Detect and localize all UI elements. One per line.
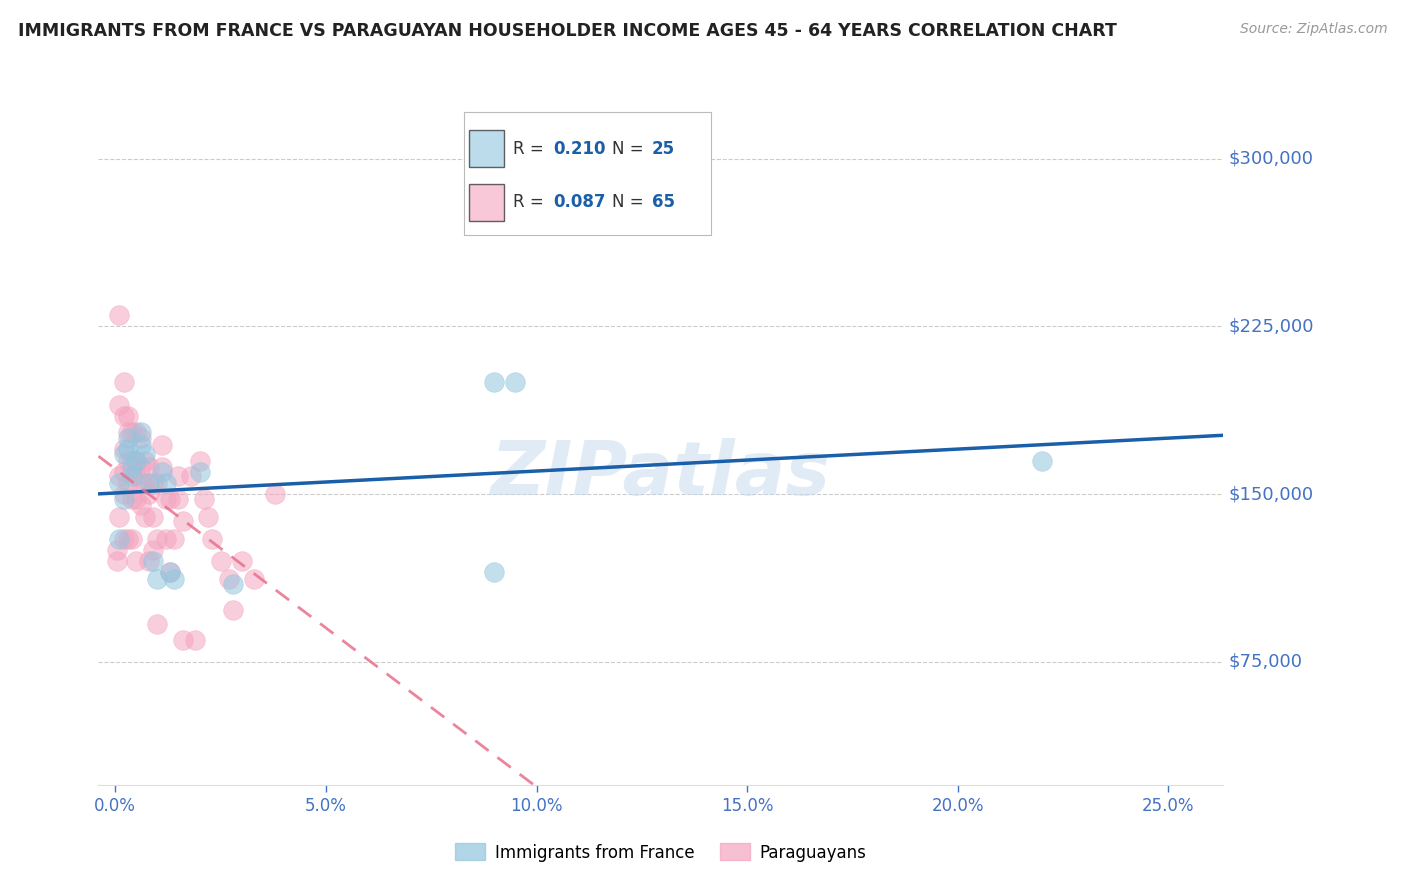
- Point: [129, 460, 152, 475]
- Point: [231, 554, 253, 568]
- Point: [125, 469, 148, 483]
- Point: [201, 532, 224, 546]
- Point: [121, 460, 143, 475]
- Point: [146, 616, 169, 631]
- Point: [108, 532, 131, 546]
- Point: [129, 431, 152, 445]
- Point: [1031, 453, 1053, 467]
- Point: [209, 554, 232, 568]
- Point: [112, 465, 135, 479]
- Point: [108, 469, 131, 483]
- Point: [121, 469, 143, 483]
- Point: [159, 491, 181, 506]
- Point: [112, 409, 135, 423]
- Point: [146, 572, 169, 586]
- Point: [150, 438, 173, 452]
- Point: [125, 554, 148, 568]
- Point: [112, 447, 135, 461]
- Point: [163, 532, 186, 546]
- Point: [105, 543, 128, 558]
- Text: $150,000: $150,000: [1229, 485, 1315, 503]
- Point: [129, 475, 152, 490]
- Point: [108, 509, 131, 524]
- Point: [180, 469, 202, 483]
- Point: [129, 425, 152, 439]
- Point: [117, 431, 139, 445]
- Point: [138, 487, 160, 501]
- Point: [155, 532, 177, 546]
- Point: [159, 566, 181, 580]
- Text: $75,000: $75,000: [1229, 653, 1303, 671]
- Point: [125, 453, 148, 467]
- Point: [155, 475, 177, 490]
- Point: [222, 576, 245, 591]
- Point: [108, 308, 131, 322]
- Point: [150, 460, 173, 475]
- Point: [142, 554, 165, 568]
- Point: [112, 532, 135, 546]
- Point: [105, 554, 128, 568]
- Point: [155, 491, 177, 506]
- Point: [112, 376, 135, 390]
- Point: [117, 409, 139, 423]
- Point: [188, 453, 211, 467]
- Point: [129, 438, 152, 452]
- Point: [108, 398, 131, 412]
- Point: [138, 460, 160, 475]
- Text: $300,000: $300,000: [1229, 150, 1313, 168]
- Point: [264, 487, 287, 501]
- Point: [484, 566, 506, 580]
- Point: [172, 632, 194, 647]
- Point: [184, 632, 207, 647]
- Text: Source: ZipAtlas.com: Source: ZipAtlas.com: [1240, 22, 1388, 37]
- Text: $225,000: $225,000: [1229, 318, 1315, 335]
- Point: [121, 532, 143, 546]
- Point: [125, 491, 148, 506]
- Point: [146, 475, 169, 490]
- Point: [172, 514, 194, 528]
- Point: [112, 442, 135, 457]
- Point: [125, 425, 148, 439]
- Point: [484, 376, 506, 390]
- Point: [117, 442, 139, 457]
- Point: [112, 487, 135, 501]
- Point: [117, 532, 139, 546]
- Text: ZIPatlas: ZIPatlas: [491, 438, 831, 511]
- Point: [138, 554, 160, 568]
- Point: [188, 465, 211, 479]
- Point: [150, 465, 173, 479]
- Point: [142, 543, 165, 558]
- Point: [134, 509, 156, 524]
- Point: [138, 475, 160, 490]
- Point: [112, 491, 135, 506]
- Point: [142, 509, 165, 524]
- Point: [222, 603, 245, 617]
- Point: [121, 491, 143, 506]
- Point: [163, 572, 186, 586]
- Point: [117, 453, 139, 467]
- Point: [142, 475, 165, 490]
- Point: [117, 425, 139, 439]
- Point: [125, 453, 148, 467]
- Point: [243, 572, 266, 586]
- Point: [134, 447, 156, 461]
- Point: [197, 509, 219, 524]
- Point: [159, 566, 181, 580]
- Point: [129, 499, 152, 513]
- Point: [167, 469, 190, 483]
- Point: [167, 491, 190, 506]
- Point: [108, 475, 131, 490]
- Point: [505, 376, 527, 390]
- Point: [121, 453, 143, 467]
- Text: IMMIGRANTS FROM FRANCE VS PARAGUAYAN HOUSEHOLDER INCOME AGES 45 - 64 YEARS CORRE: IMMIGRANTS FROM FRANCE VS PARAGUAYAN HOU…: [18, 22, 1118, 40]
- Point: [121, 425, 143, 439]
- Point: [117, 475, 139, 490]
- Point: [218, 572, 240, 586]
- Point: [193, 491, 215, 506]
- Legend: Immigrants from France, Paraguayans: Immigrants from France, Paraguayans: [449, 837, 873, 868]
- Point: [134, 453, 156, 467]
- Point: [146, 532, 169, 546]
- Point: [134, 475, 156, 490]
